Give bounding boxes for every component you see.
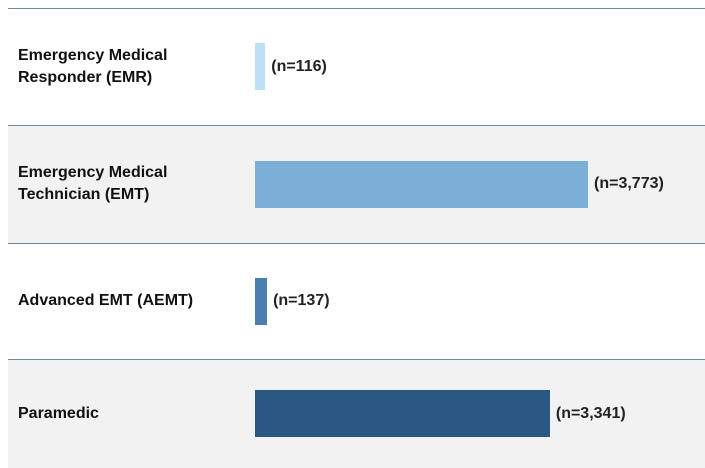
category-label: Emergency Medical Technician (EMT) xyxy=(18,164,168,203)
value-label: (n=116) xyxy=(271,57,327,75)
category-label: Advanced EMT (AEMT) xyxy=(18,292,194,309)
row xyxy=(8,243,705,359)
bar xyxy=(255,277,268,325)
category-label: Paramedic xyxy=(18,404,99,422)
category-label: Emergency Medical Responder (EMR) xyxy=(18,46,168,86)
row xyxy=(8,8,705,125)
value-label: (n=3,341) xyxy=(555,404,626,422)
bar xyxy=(255,160,588,208)
value-label: (n=3,773) xyxy=(594,175,664,192)
value-label: (n=137) xyxy=(273,292,330,309)
bar xyxy=(255,43,266,90)
bar xyxy=(255,390,550,437)
